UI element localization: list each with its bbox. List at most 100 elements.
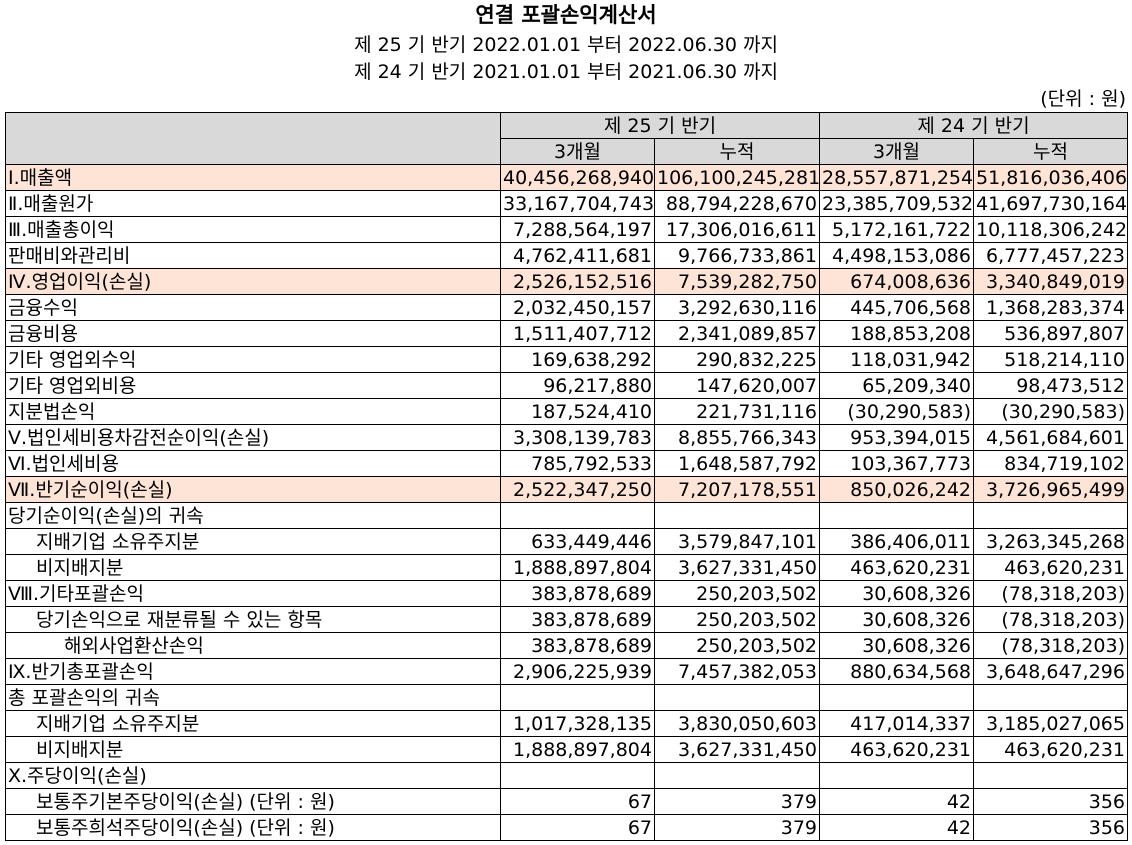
row-label: 해외사업환산손익 — [5, 632, 501, 659]
header-cumulative-current: 누적 — [654, 138, 820, 165]
cell-cumulative-prior: 10,118,306,242 — [973, 216, 1128, 243]
row-label: 금융비용 — [5, 320, 501, 347]
cell-3month-prior: 463,620,231 — [819, 736, 974, 763]
row-label: 기타 영업외비용 — [5, 372, 501, 399]
header-cumulative-prior: 누적 — [973, 138, 1128, 165]
cell-cumulative-prior: 4,561,684,601 — [973, 424, 1128, 451]
cell-cumulative-current: 147,620,007 — [654, 372, 820, 399]
cell-cumulative-prior: (30,290,583) — [973, 398, 1128, 425]
cell-cumulative-prior: (78,318,203) — [973, 580, 1128, 607]
table-row: 기타 영업외비용 96,217,880 147,620,007 65,209,340 9… — [5, 372, 1128, 399]
table-row: Ⅴ.법인세비용차감전순이익(손실) 3,308,139,783 8,855,766,… — [5, 424, 1128, 451]
row-label: Ⅶ.반기순이익(손실) — [5, 476, 501, 503]
cell-cumulative-prior: 834,719,102 — [973, 450, 1128, 477]
row-label: Ⅴ.법인세비용차감전순이익(손실) — [5, 424, 501, 451]
cell-cumulative-prior — [973, 502, 1128, 529]
cell-3month-current: 383,878,689 — [500, 606, 655, 633]
cell-3month-prior: 30,608,326 — [819, 606, 974, 633]
cell-cumulative-current: 17,306,016,611 — [654, 216, 820, 243]
cell-cumulative-prior — [973, 684, 1128, 711]
cell-3month-current: 3,308,139,783 — [500, 424, 655, 451]
cell-3month-prior: (30,290,583) — [819, 398, 974, 425]
row-label: 금융수익 — [5, 294, 501, 321]
cell-3month-current — [500, 684, 655, 711]
income-statement-table: 제 25 기 반기 제 24 기 반기 3개월 누적 3개월 누적 Ⅰ.매출액 4… — [5, 112, 1128, 841]
cell-3month-prior: 850,026,242 — [819, 476, 974, 503]
header-3month-current: 3개월 — [500, 138, 655, 165]
cell-cumulative-current: 106,100,245,281 — [654, 164, 820, 191]
cell-3month-current: 2,906,225,939 — [500, 658, 655, 685]
cell-3month-prior: 42 — [819, 788, 974, 815]
row-label: 보통주희석주당이익(손실) (단위 : 원) — [5, 814, 501, 841]
row-label: 보통주기본주당이익(손실) (단위 : 원) — [5, 788, 501, 815]
table-row: 총 포괄손익의 귀속 — [5, 684, 1128, 711]
cell-cumulative-current: 8,855,766,343 — [654, 424, 820, 451]
table-row: 지배기업 소유주지분 1,017,328,135 3,830,050,603 417,… — [5, 710, 1128, 737]
cell-3month-prior: 445,706,568 — [819, 294, 974, 321]
cell-cumulative-current: 88,794,228,670 — [654, 190, 820, 217]
table-row: 해외사업환산손익 383,878,689 250,203,502 30,608,326… — [5, 632, 1128, 659]
cell-cumulative-current: 3,627,331,450 — [654, 736, 820, 763]
cell-cumulative-current: 3,627,331,450 — [654, 554, 820, 581]
row-label: Ⅱ.매출원가 — [5, 190, 501, 217]
table-row: Ⅰ.매출액 40,456,268,940 106,100,245,281 28,557… — [5, 164, 1128, 191]
row-label: 지분법손익 — [5, 398, 501, 425]
cell-cumulative-current: 221,731,116 — [654, 398, 820, 425]
table-row: 당기순이익(손실)의 귀속 — [5, 502, 1128, 529]
cell-cumulative-prior — [973, 762, 1128, 789]
cell-3month-current — [500, 502, 655, 529]
table-row: Ⅷ.기타포괄손익 383,878,689 250,203,502 30,608,326… — [5, 580, 1128, 607]
table-row: Ⅳ.영업이익(손실) 2,526,152,516 7,539,282,750 674,… — [5, 268, 1128, 295]
table-row: Ⅲ.매출총이익 7,288,564,197 17,306,016,611 5,172,… — [5, 216, 1128, 243]
cell-cumulative-prior: 356 — [973, 814, 1128, 841]
cell-cumulative-current: 7,207,178,551 — [654, 476, 820, 503]
cell-3month-current: 67 — [500, 814, 655, 841]
cell-3month-prior: 188,853,208 — [819, 320, 974, 347]
table-row: Ⅹ.주당이익(손실) — [5, 762, 1128, 789]
cell-3month-prior — [819, 762, 974, 789]
row-label: 지배기업 소유주지분 — [5, 710, 501, 737]
row-label: 비지배지분 — [5, 736, 501, 763]
cell-cumulative-prior: (78,318,203) — [973, 606, 1128, 633]
cell-3month-current: 383,878,689 — [500, 580, 655, 607]
cell-cumulative-current: 250,203,502 — [654, 632, 820, 659]
table-row: 기타 영업외수익 169,638,292 290,832,225 118,031,94… — [5, 346, 1128, 373]
cell-3month-prior: 4,498,153,086 — [819, 242, 974, 269]
cell-cumulative-prior: 41,697,730,164 — [973, 190, 1128, 217]
statement-title: 연결 포괄손익계산서 — [475, 3, 657, 27]
cell-3month-current: 96,217,880 — [500, 372, 655, 399]
cell-3month-prior: 386,406,011 — [819, 528, 974, 555]
row-label: Ⅲ.매출총이익 — [5, 216, 501, 243]
cell-3month-prior: 880,634,568 — [819, 658, 974, 685]
table-row: 비지배지분 1,888,897,804 3,627,331,450 463,620,2… — [5, 736, 1128, 763]
table-row: 금융비용 1,511,407,712 2,341,089,857 188,853,20… — [5, 320, 1128, 347]
cell-3month-current: 67 — [500, 788, 655, 815]
cell-cumulative-current: 2,341,089,857 — [654, 320, 820, 347]
table-row: 금융수익 2,032,450,157 3,292,630,116 445,706,56… — [5, 294, 1128, 321]
cell-3month-prior: 118,031,942 — [819, 346, 974, 373]
header-row-group: 제 25 기 반기 제 24 기 반기 — [5, 112, 1128, 165]
row-label: Ⅹ.주당이익(손실) — [5, 762, 501, 789]
cell-cumulative-current: 250,203,502 — [654, 606, 820, 633]
table-row: 보통주기본주당이익(손실) (단위 : 원) 67 379 42 356 — [5, 788, 1128, 815]
cell-cumulative-current: 379 — [654, 788, 820, 815]
table-row: 당기손익으로 재분류될 수 있는 항목 383,878,689 250,203,50… — [5, 606, 1128, 633]
row-label: 판매비와관리비 — [5, 242, 501, 269]
cell-3month-current: 169,638,292 — [500, 346, 655, 373]
row-label: 기타 영업외수익 — [5, 346, 501, 373]
cell-3month-current: 1,017,328,135 — [500, 710, 655, 737]
cell-3month-current: 2,032,450,157 — [500, 294, 655, 321]
cell-cumulative-current — [654, 684, 820, 711]
cell-cumulative-prior: 3,340,849,019 — [973, 268, 1128, 295]
cell-3month-current: 40,456,268,940 — [500, 164, 655, 191]
cell-3month-current: 4,762,411,681 — [500, 242, 655, 269]
cell-cumulative-prior: 3,263,345,268 — [973, 528, 1128, 555]
current-period: 제 25 기 반기 2022.01.01 부터 2022.06.30 까지 — [354, 34, 778, 56]
cell-cumulative-prior: 3,648,647,296 — [973, 658, 1128, 685]
cell-3month-prior: 953,394,015 — [819, 424, 974, 451]
cell-cumulative-prior: 1,368,283,374 — [973, 294, 1128, 321]
cell-cumulative-prior: 463,620,231 — [973, 554, 1128, 581]
row-label: 지배기업 소유주지분 — [5, 528, 501, 555]
cell-cumulative-current: 7,457,382,053 — [654, 658, 820, 685]
cell-cumulative-prior: 3,726,965,499 — [973, 476, 1128, 503]
